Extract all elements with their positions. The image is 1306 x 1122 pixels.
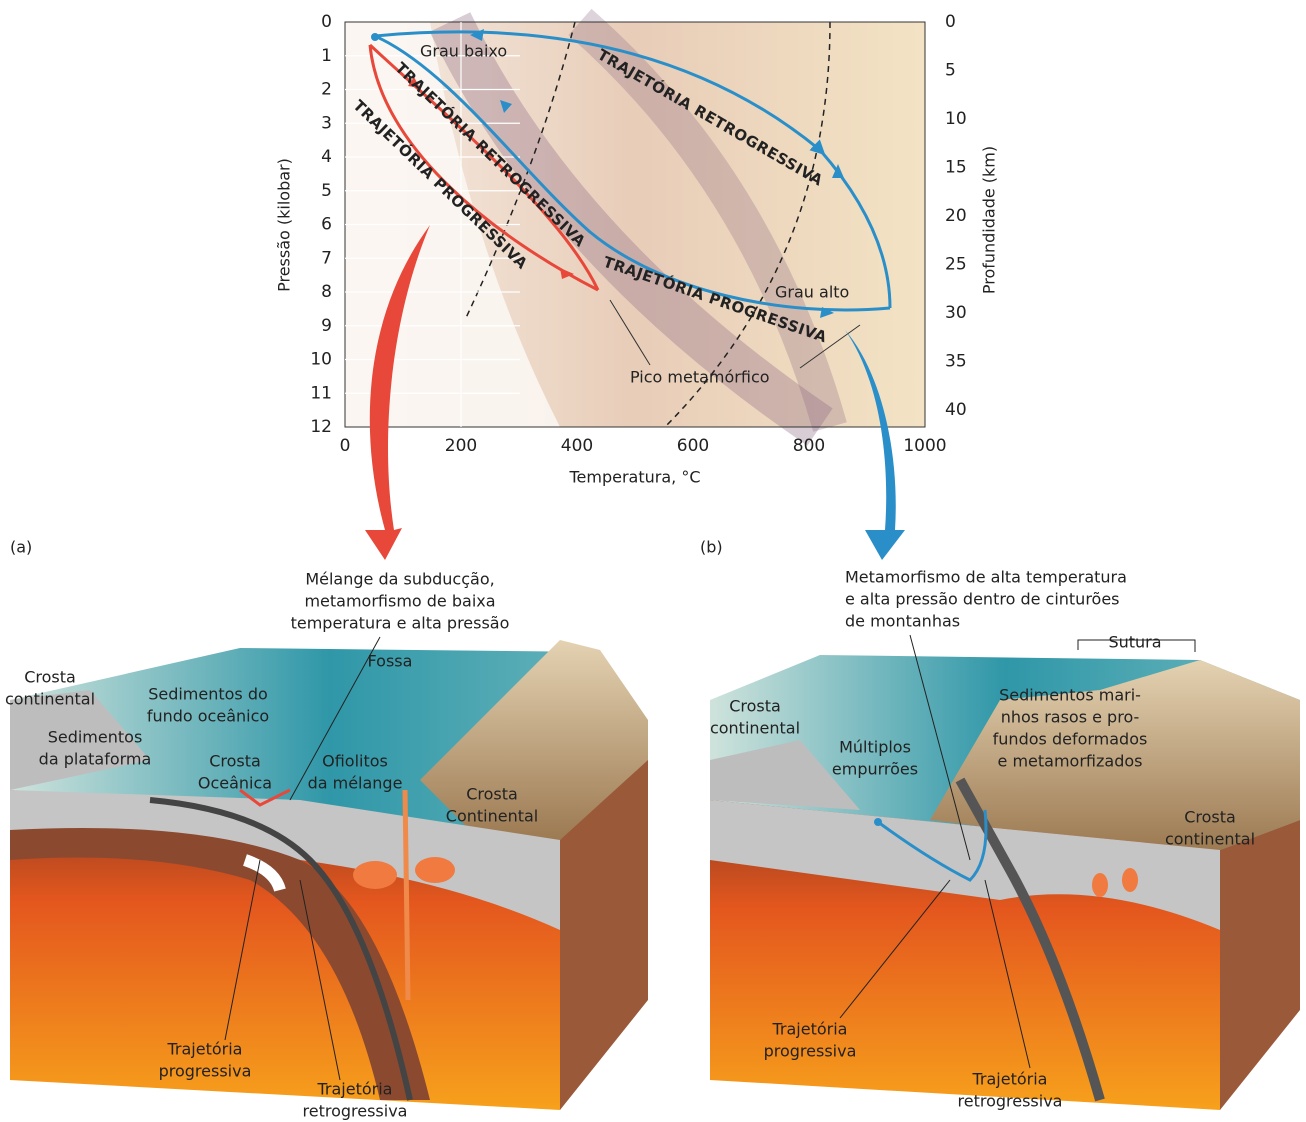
callout-label: fundo oceânico [147, 707, 269, 726]
callout-label: Trajetória [972, 1070, 1048, 1089]
callout-label: Trajetória [772, 1020, 848, 1039]
callout-label: Trajetória [167, 1040, 243, 1059]
callout-label: progressiva [159, 1062, 252, 1081]
x-axis-title: Temperatura, °C [568, 468, 700, 487]
y-tick-label: 5 [321, 181, 332, 201]
callout-label: Sutura [1108, 633, 1161, 652]
x-tick-label: 400 [561, 436, 593, 456]
y2-tick-label: 15 [945, 158, 967, 178]
callout-label: e metamorfizados [998, 752, 1143, 771]
caption-line: de montanhas [845, 612, 960, 631]
magma [353, 861, 397, 889]
y2-tick-label: 35 [945, 352, 967, 372]
start-point [371, 33, 379, 41]
y-tick-label: 10 [310, 350, 332, 370]
callout-label: continental [710, 719, 800, 738]
x-tick-label: 200 [445, 436, 477, 456]
y2-tick-label: 30 [945, 303, 967, 323]
callout-label: fundos deformados [993, 730, 1148, 749]
block-a [10, 640, 648, 1110]
y-tick-label: 7 [321, 248, 332, 268]
y-tick-label: 2 [321, 80, 332, 100]
callout-label: retrogressiva [303, 1102, 408, 1121]
callout-label: Sedimentos [48, 728, 143, 747]
y-tick-label: 3 [321, 113, 332, 133]
y-axis-title: Pressão (kilobar) [275, 158, 294, 292]
caption-line: e alta pressão dentro de cinturões [845, 590, 1120, 609]
y-tick-label: 6 [321, 215, 332, 235]
x-tick-label: 800 [793, 436, 825, 456]
start-point [874, 818, 882, 826]
x-tick-label: 1000 [903, 436, 946, 456]
y2-tick-label: 20 [945, 206, 967, 226]
caption-line: metamorfismo de baixa [304, 592, 495, 611]
callout-label: Ofiolitos [322, 752, 388, 771]
annotation: Pico metamórfico [630, 368, 770, 387]
caption-line: temperatura e alta pressão [291, 614, 510, 633]
callout-label: Múltiplos [839, 738, 911, 757]
panel-tag: (b) [700, 538, 723, 557]
body: 0123456789101112051015202530354002004006… [0, 0, 1306, 1122]
figure: 0123456789101112051015202530354002004006… [0, 0, 1306, 1122]
y2-axis-title: Profundidade (km) [980, 146, 999, 294]
magma [415, 857, 455, 883]
y2-tick-label: 10 [945, 109, 967, 129]
callout-label: Crosta [729, 697, 781, 716]
callout-label: da plataforma [39, 750, 152, 769]
y-tick-label: 0 [321, 12, 332, 32]
y2-tick-label: 5 [945, 61, 956, 81]
callout-label: Oceânica [198, 774, 272, 793]
callout-label: Crosta [24, 668, 76, 687]
magma [1122, 868, 1138, 892]
callout-label: continental [1165, 830, 1255, 849]
magma-conduit [405, 790, 408, 1000]
callout-label: Sedimentos do [148, 685, 268, 704]
callout-label: Crosta [209, 752, 261, 771]
magma [1092, 873, 1108, 897]
annotation: Grau alto [775, 283, 849, 302]
y2-tick-label: 40 [945, 400, 967, 420]
y-tick-label: 4 [321, 147, 332, 167]
y2-tick-label: 25 [945, 255, 967, 275]
x-tick-label: 0 [340, 436, 351, 456]
y-tick-label: 11 [310, 383, 332, 403]
callout-label: empurrões [832, 760, 918, 779]
callout-label: nhos rasos e pro- [1001, 708, 1140, 727]
x-tick-label: 600 [677, 436, 709, 456]
side-face [1220, 820, 1300, 1110]
caption-line: Mélange da subducção, [305, 570, 494, 589]
caption-line: Metamorfismo de alta temperatura [845, 568, 1127, 587]
callout-label: Sedimentos mari- [999, 686, 1141, 705]
annotation: Grau baixo [420, 42, 507, 61]
y-tick-label: 9 [321, 316, 332, 336]
y-tick-label: 12 [310, 417, 332, 437]
page: Metamorfismo {"pt_diagram": { "y_axis": … [0, 0, 1306, 1122]
callout-label: Continental [446, 807, 538, 826]
callout-label: continental [5, 690, 95, 709]
callout-label: Crosta [1184, 808, 1236, 827]
callout-label: da mélange [308, 774, 403, 793]
callout-label: Crosta [466, 785, 518, 804]
y-tick-label: 1 [321, 46, 332, 66]
callout-label: Trajetória [317, 1080, 393, 1099]
callout-label: progressiva [764, 1042, 857, 1061]
panel-tag: (a) [10, 538, 32, 557]
y2-tick-label: 0 [945, 12, 956, 32]
y-tick-label: 8 [321, 282, 332, 302]
callout-label: retrogressiva [958, 1092, 1063, 1111]
callout-label: Fossa [368, 652, 413, 671]
